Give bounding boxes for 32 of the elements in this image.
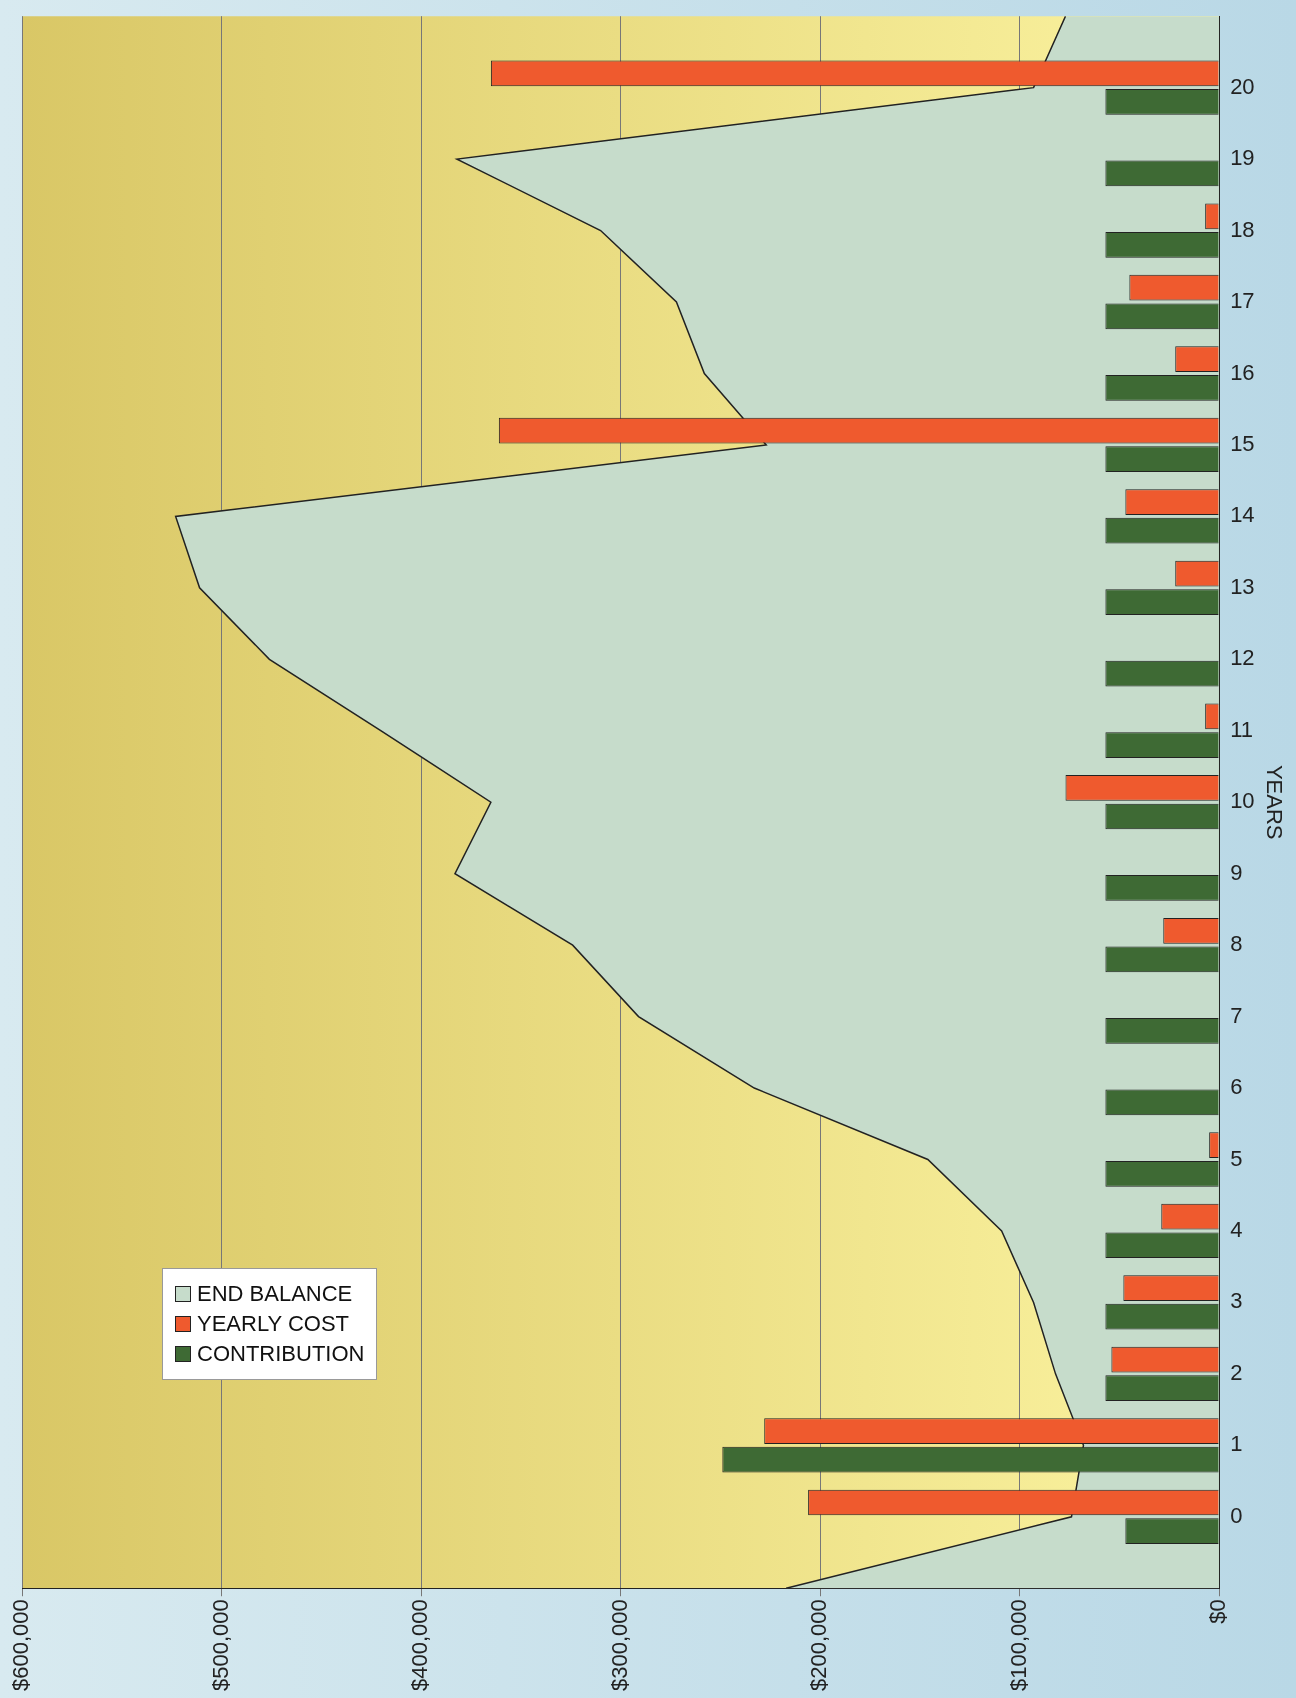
y-tick-label: 19 (1230, 145, 1255, 171)
x-tick-label: $300,000 (606, 1599, 632, 1692)
y-tick-label: 2 (1230, 1359, 1243, 1385)
y-tick-label: 20 (1230, 73, 1255, 99)
x-tick-label: $0 (1205, 1599, 1231, 1624)
legend-label: YEARLY COST (197, 1311, 350, 1338)
y-tick-label: 0 (1230, 1502, 1243, 1528)
legend-label: END BALANCE (197, 1281, 353, 1308)
x-tick-label: $600,000 (8, 1599, 34, 1692)
y-tick-label: 18 (1230, 216, 1255, 242)
y-tick-label: 14 (1230, 502, 1255, 528)
x-tick-label: $200,000 (806, 1599, 832, 1692)
y-tick-label: 7 (1230, 1002, 1243, 1028)
y-tick-label: 9 (1230, 859, 1243, 885)
y-tick-label: 4 (1230, 1217, 1243, 1243)
y-tick-label: 5 (1230, 1145, 1243, 1171)
y-tick-label: 8 (1230, 931, 1243, 957)
y-tick-label: 10 (1230, 788, 1255, 814)
x-tick-label: $100,000 (1005, 1599, 1031, 1692)
y-tick-label: 15 (1230, 431, 1255, 456)
y-tick-label: 12 (1230, 645, 1255, 671)
x-tick-label: $500,000 (207, 1599, 233, 1692)
y-tick-label: 1 (1230, 1431, 1243, 1457)
legend-label: CONTRIBUTION (197, 1341, 365, 1368)
y-tick-label: 3 (1230, 1288, 1243, 1314)
y-tick-label: 6 (1230, 1074, 1243, 1100)
y-tick-label: 17 (1230, 288, 1255, 314)
x-tick-label: $400,000 (407, 1599, 433, 1692)
y-tick-label: 11 (1230, 716, 1253, 742)
y-axis-title: YEARS (1261, 764, 1287, 840)
y-tick-label: 16 (1230, 359, 1255, 385)
y-tick-label: 13 (1230, 573, 1255, 599)
